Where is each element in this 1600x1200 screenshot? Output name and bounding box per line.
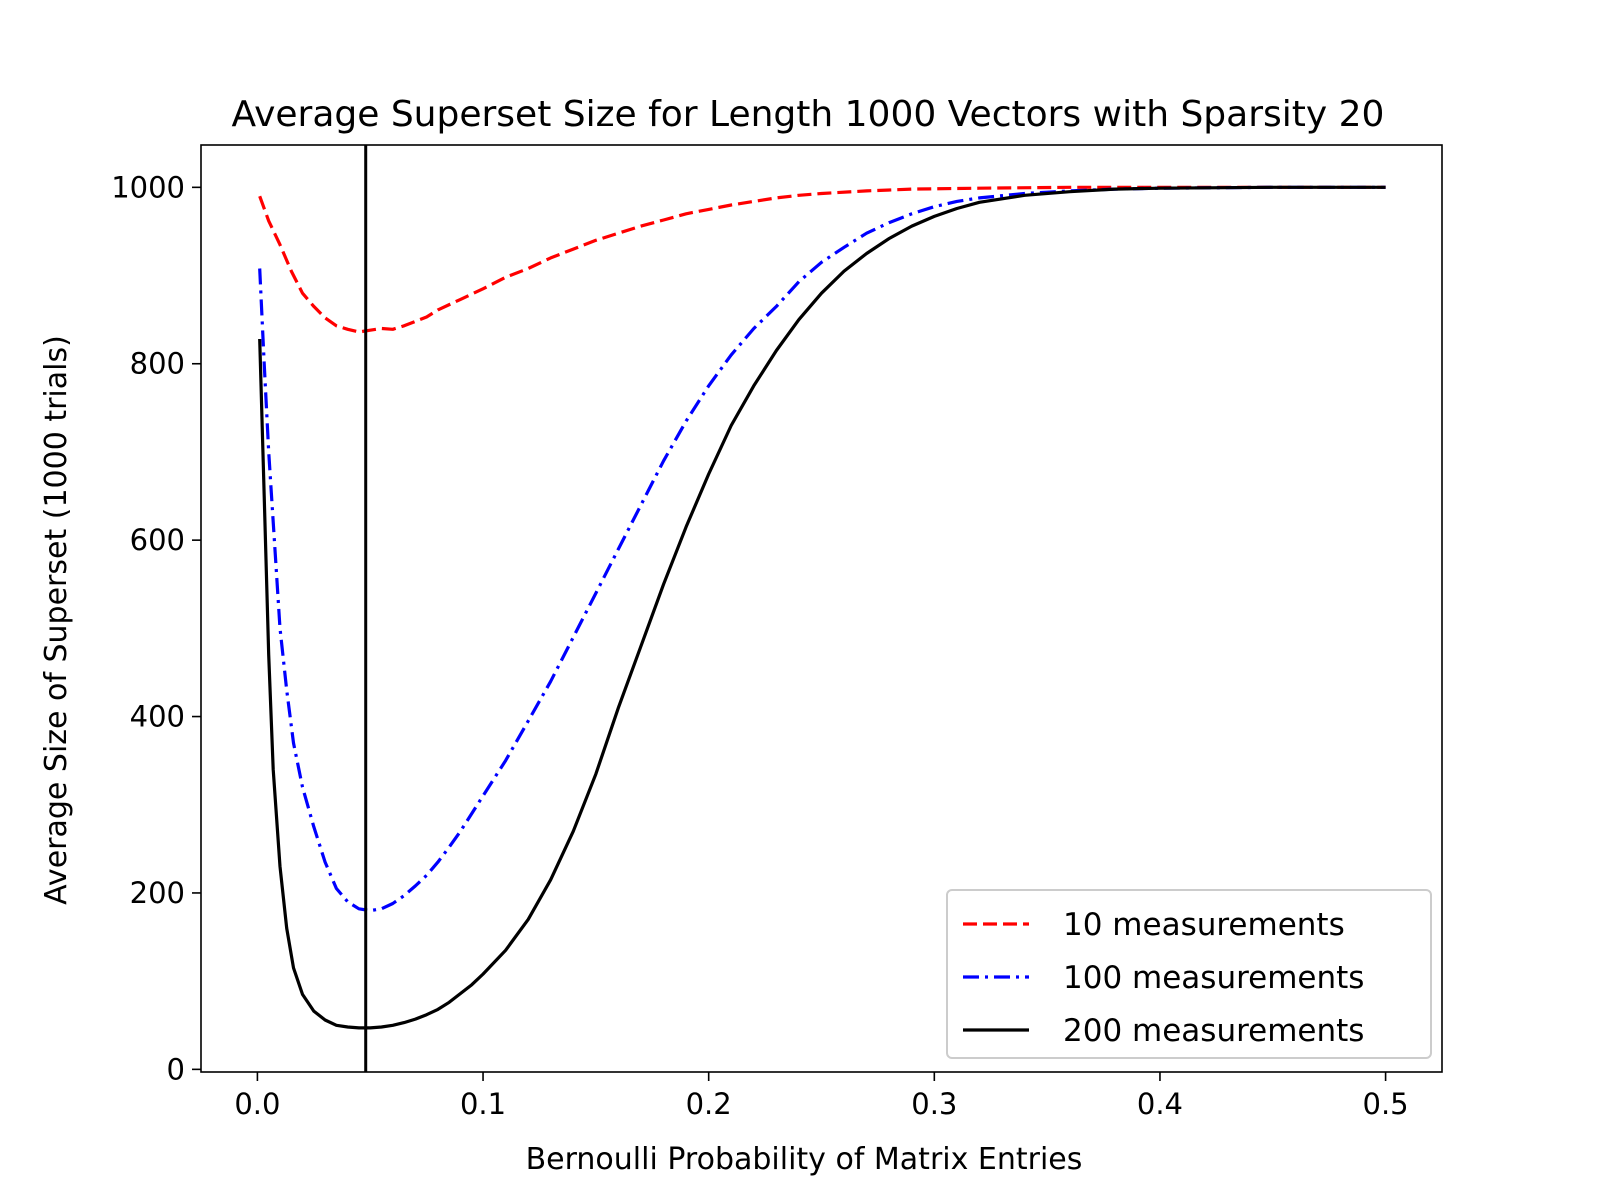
series-line-3 [258, 185, 1386, 1030]
series-line-2 [258, 185, 1386, 913]
y-tick-label: 200 [130, 876, 185, 910]
legend-box [946, 889, 1432, 1059]
y-tick-label: 1000 [111, 170, 185, 204]
series-line-1 [258, 185, 1386, 334]
y-axis-label: Average Size of Superset (1000 trials) [39, 335, 74, 905]
x-tick-label: 0.4 [1137, 1087, 1183, 1121]
x-tick-label: 0.0 [234, 1087, 280, 1121]
legend-label-1: 10 measurements [1063, 907, 1345, 943]
plot-area [258, 145, 1386, 1072]
legend-label-3: 200 measurements [1063, 1013, 1364, 1049]
x-tick-label: 0.3 [911, 1087, 957, 1121]
x-tick-label: 0.2 [686, 1087, 732, 1121]
y-tick-label: 800 [130, 347, 185, 381]
y-tick-label: 0 [167, 1052, 185, 1086]
y-tick-label: 600 [130, 523, 185, 557]
x-axis-label: Bernoulli Probability of Matrix Entries [526, 1142, 1083, 1177]
chart-title: Average Superset Size for Length 1000 Ve… [232, 94, 1385, 135]
x-tick-label: 0.1 [460, 1087, 506, 1121]
legend: 10 measurements 100 measurements 200 measu… [946, 889, 1432, 1059]
legend-label-2: 100 measurements [1063, 960, 1364, 996]
axes-frame [200, 144, 1443, 1073]
x-tick-label: 0.5 [1363, 1087, 1409, 1121]
y-tick-label: 400 [130, 700, 185, 734]
axes: 0.0 0.1 0.2 0.3 0.4 0.5 0 200 400 600 800 1000 [111, 144, 1443, 1121]
